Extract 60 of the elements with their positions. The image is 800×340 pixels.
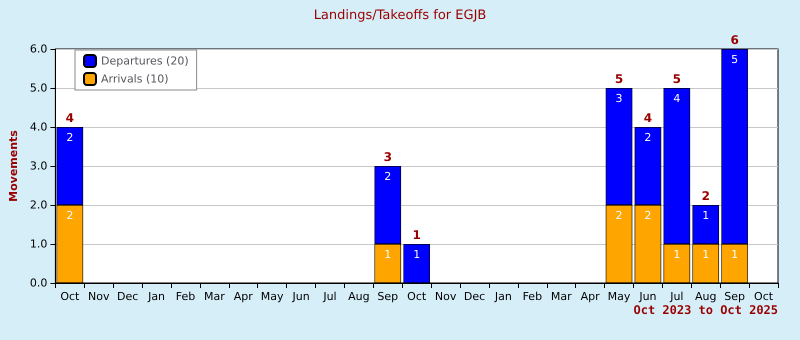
data-label: 1 <box>384 248 392 261</box>
y-tick-label: 4.0 <box>30 120 48 134</box>
x-tick-label: Oct <box>407 290 427 303</box>
data-label: 2 <box>66 209 74 222</box>
y-tick-label: 6.0 <box>30 42 48 56</box>
total-label: 2 <box>702 189 710 203</box>
x-tick-label: Aug <box>348 290 370 303</box>
x-tick-label: Apr <box>234 290 254 303</box>
data-label: 1 <box>702 248 710 261</box>
y-tick-label: 1.0 <box>30 238 48 250</box>
x-tick-label: May <box>260 290 284 303</box>
total-label: 4 <box>66 111 74 125</box>
x-tick-label: Dec <box>464 290 486 303</box>
y-tick-label: 0.0 <box>30 276 48 290</box>
x-tick-label: Oct <box>60 290 80 303</box>
x-tick-label: Sep <box>377 290 398 303</box>
x-tick-label: Jul <box>322 290 337 303</box>
x-tick-label: Nov <box>88 290 110 303</box>
x-tick-label: Feb <box>522 290 542 303</box>
total-label: 6 <box>730 33 739 47</box>
total-label: 3 <box>384 150 392 164</box>
x-tick-label: Apr <box>580 290 600 303</box>
x-tick-label: Nov <box>434 290 457 303</box>
data-label: 2 <box>616 209 623 222</box>
legend-label: Arrivals (10) <box>101 72 169 86</box>
x-tick-label: Jun <box>638 290 657 303</box>
legend-label: Departures (20) <box>101 54 189 68</box>
x-tick-label: Jan <box>494 290 512 303</box>
data-label: 1 <box>413 248 420 261</box>
x-tick-label: Jun <box>291 290 310 303</box>
data-label: 2 <box>644 131 652 144</box>
data-label: 2 <box>644 209 652 222</box>
y-tick-label: 2.0 <box>30 198 48 212</box>
x-tick-label: Jul <box>669 290 684 303</box>
data-label: 1 <box>731 248 738 261</box>
total-label: 4 <box>644 111 652 125</box>
data-label: 2 <box>66 131 74 144</box>
x-tick-label: May <box>608 290 631 303</box>
x-tick-label: Feb <box>176 290 196 303</box>
total-label: 5 <box>672 72 682 86</box>
x-tick-label: Sep <box>724 290 746 303</box>
data-label: 5 <box>731 53 738 66</box>
y-tick-label: 5.0 <box>30 82 48 94</box>
y-tick-label: 3.0 <box>30 160 48 172</box>
y-axis-title: Movements <box>7 130 20 202</box>
data-label: 3 <box>616 92 623 105</box>
x-tick-label: Mar <box>204 290 226 303</box>
data-label: 1 <box>673 248 680 261</box>
total-label: 5 <box>614 72 624 86</box>
total-label: 1 <box>412 228 421 242</box>
data-label: 1 <box>702 209 710 222</box>
chart-title: Landings/Takeoffs for EGJB <box>314 8 486 23</box>
x-tick-label: Oct <box>754 290 774 303</box>
x-tick-label: Mar <box>550 290 572 303</box>
text: Oct 2023 to Oct 2025 <box>634 303 778 317</box>
x-tick-label: Dec <box>117 290 138 303</box>
data-label: 2 <box>384 170 392 183</box>
x-tick-label: Aug <box>694 290 716 303</box>
x-tick-label: Jan <box>147 290 166 303</box>
data-label: 4 <box>673 92 680 105</box>
